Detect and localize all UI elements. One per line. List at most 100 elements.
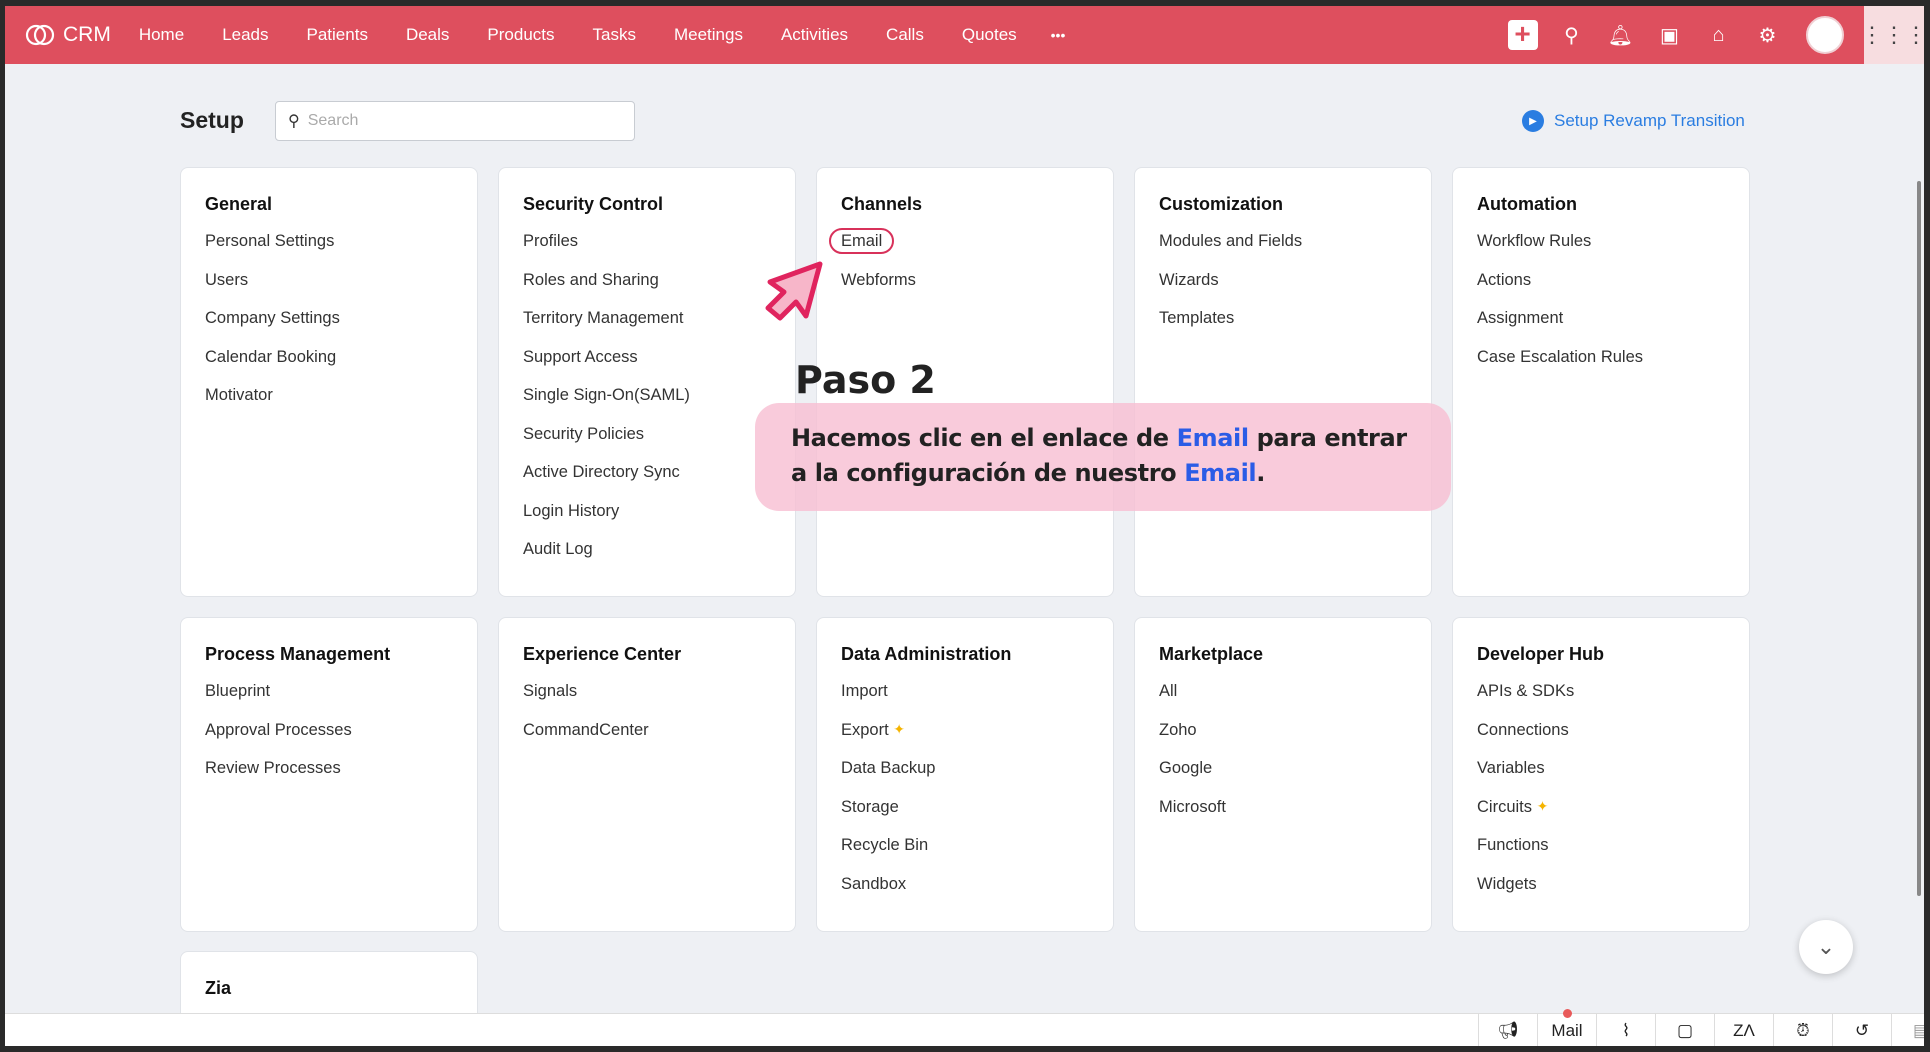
setup-link-calendar-booking[interactable]: Calendar Booking	[205, 348, 453, 387]
item-label: CommandCenter	[523, 720, 649, 739]
nav-tasks[interactable]: Tasks	[592, 25, 636, 44]
setup-link-signals[interactable]: Signals	[523, 682, 771, 721]
nav-products[interactable]: Products	[487, 25, 555, 44]
alarm-icon[interactable]: ⏰︎	[1773, 1014, 1832, 1046]
bell-icon[interactable]: 🔔︎	[1607, 24, 1634, 47]
setup-link-company-settings[interactable]: Company Settings	[205, 309, 453, 348]
setup-link-motivator[interactable]: Motivator	[205, 386, 453, 425]
setup-link-variables[interactable]: Variables	[1477, 759, 1725, 798]
setup-link-support-access[interactable]: Support Access	[523, 348, 771, 387]
search-icon[interactable]: ⚲	[1564, 24, 1579, 47]
setup-link-audit-log[interactable]: Audit Log	[523, 540, 771, 579]
chat-icon[interactable]: ▤	[1891, 1014, 1924, 1046]
setup-link-webforms[interactable]: Webforms	[841, 271, 1089, 310]
setup-link-circuits[interactable]: Circuits ✦	[1477, 798, 1725, 837]
setup-link-connections[interactable]: Connections	[1477, 721, 1725, 760]
setup-link-personal-settings[interactable]: Personal Settings	[205, 232, 453, 271]
setup-link-blueprint[interactable]: Blueprint	[205, 682, 453, 721]
setup-link-users[interactable]: Users	[205, 271, 453, 310]
gear-icon[interactable]: ⚙	[1758, 24, 1777, 47]
notification-dot	[1562, 1009, 1572, 1018]
setup-link-modules-and-fields[interactable]: Modules and Fields	[1159, 232, 1407, 271]
sparkle-icon: ✦	[893, 720, 906, 737]
zia-icon[interactable]: ZΛ	[1714, 1014, 1773, 1046]
setup-link-email[interactable]: Email	[829, 228, 1089, 271]
item-label: Storage	[841, 797, 899, 816]
setup-link-approval-processes[interactable]: Approval Processes	[205, 721, 453, 760]
setup-link-data-backup[interactable]: Data Backup	[841, 759, 1089, 798]
quick-create-button[interactable]: +	[1507, 20, 1538, 50]
nav-calls[interactable]: Calls	[886, 25, 924, 44]
crm-logo[interactable]: CRM	[25, 23, 111, 47]
setup-link-all[interactable]: All	[1159, 682, 1407, 721]
item-label: Users	[205, 270, 249, 289]
nav-patients[interactable]: Patients	[306, 25, 368, 44]
setup-link-recycle-bin[interactable]: Recycle Bin	[841, 836, 1089, 875]
item-label: Recycle Bin	[841, 836, 929, 854]
scrollbar[interactable]	[1917, 181, 1921, 896]
nav-home[interactable]: Home	[138, 25, 185, 44]
setup-link-apis-sdks[interactable]: APIs & SDKs	[1477, 682, 1725, 721]
item-label: Actions	[1477, 270, 1532, 289]
setup-link-security-policies[interactable]: Security Policies	[523, 425, 771, 464]
calendar-icon[interactable]: ▣	[1660, 24, 1679, 47]
card-automation: Automation Workflow Rules Actions Assignmen…	[1452, 167, 1750, 597]
avatar[interactable]	[1806, 16, 1844, 54]
setup-link-commandcenter[interactable]: CommandCenter	[523, 721, 771, 760]
card-title: Process Management	[205, 644, 391, 664]
setup-link-storage[interactable]: Storage	[841, 798, 1089, 837]
setup-link-microsoft[interactable]: Microsoft	[1159, 798, 1407, 837]
setup-link-review-processes[interactable]: Review Processes	[205, 759, 453, 798]
chart-icon[interactable]: ⌇	[1596, 1014, 1655, 1046]
item-label: Security Policies	[523, 424, 645, 443]
card-title: Automation	[1477, 194, 1577, 214]
setup-link-assignment[interactable]: Assignment	[1477, 309, 1725, 348]
card-title: Developer Hub	[1477, 644, 1605, 664]
setup-link-google[interactable]: Google	[1159, 759, 1407, 798]
nav-leads[interactable]: Leads	[222, 25, 269, 44]
setup-link-actions[interactable]: Actions	[1477, 271, 1725, 310]
setup-link-active-directory-sync[interactable]: Active Directory Sync	[523, 463, 771, 502]
setup-link-single-sign-on-saml-[interactable]: Single Sign-On(SAML)	[523, 386, 771, 425]
setup-link-export[interactable]: Export ✦	[841, 721, 1089, 760]
email-highlight: Email	[829, 228, 895, 254]
item-label: Export	[841, 720, 889, 739]
nav-activities[interactable]: Activities	[780, 25, 849, 44]
nav-meetings[interactable]: Meetings	[673, 25, 743, 44]
bottom-bar: 📢︎ Mail ⌇ ▢ ZΛ ⏰︎ ↺ ▤	[5, 1009, 1924, 1046]
nav-deals[interactable]: Deals	[405, 25, 450, 44]
scroll-down-button[interactable]: ⌄	[1799, 920, 1853, 974]
nav-quotes[interactable]: Quotes	[961, 25, 1017, 44]
setup-revamp-link[interactable]: ▶ Setup Revamp Transition	[1522, 110, 1745, 132]
setup-link-case-escalation-rules[interactable]: Case Escalation Rules	[1477, 348, 1725, 387]
marketplace-icon[interactable]: ⌂	[1712, 23, 1725, 46]
item-label: Active Directory Sync	[523, 463, 680, 481]
setup-link-login-history[interactable]: Login History	[523, 502, 771, 541]
history-icon[interactable]: ↺	[1832, 1014, 1891, 1046]
search-input[interactable]: ⚲ Search	[275, 101, 635, 141]
apps-grid-icon[interactable]: ⋮⋮⋮	[1861, 6, 1924, 64]
setup-link-profiles[interactable]: Profiles	[523, 232, 771, 271]
setup-link-functions[interactable]: Functions	[1477, 836, 1725, 875]
setup-link-zoho[interactable]: Zoho	[1159, 721, 1407, 760]
setup-link-templates[interactable]: Templates	[1159, 309, 1407, 348]
crm-logo-icon	[25, 24, 55, 46]
megaphone-icon[interactable]: 📢︎	[1478, 1014, 1537, 1046]
callout-text: .	[1256, 459, 1265, 487]
more-modules-button[interactable]: •••	[1050, 27, 1066, 43]
item-label: Login History	[523, 501, 620, 520]
setup-link-workflow-rules[interactable]: Workflow Rules	[1477, 232, 1725, 271]
item-label: Roles and Sharing	[523, 270, 659, 289]
setup-link-roles-and-sharing[interactable]: Roles and Sharing	[523, 271, 771, 310]
setup-link-widgets[interactable]: Widgets	[1477, 875, 1725, 914]
item-label: Modules and Fields	[1159, 232, 1303, 250]
setup-link-sandbox[interactable]: Sandbox	[841, 875, 1089, 914]
mail-button[interactable]: Mail	[1537, 1009, 1596, 1046]
setup-link-wizards[interactable]: Wizards	[1159, 271, 1407, 310]
item-label: Territory Management	[523, 309, 684, 327]
callout-text: Hacemos clic en el enlace de	[791, 424, 1177, 452]
item-label: Motivator	[205, 386, 273, 404]
note-icon[interactable]: ▢	[1655, 1014, 1714, 1046]
setup-link-import[interactable]: Import	[841, 682, 1089, 721]
setup-link-territory-management[interactable]: Territory Management	[523, 309, 771, 348]
